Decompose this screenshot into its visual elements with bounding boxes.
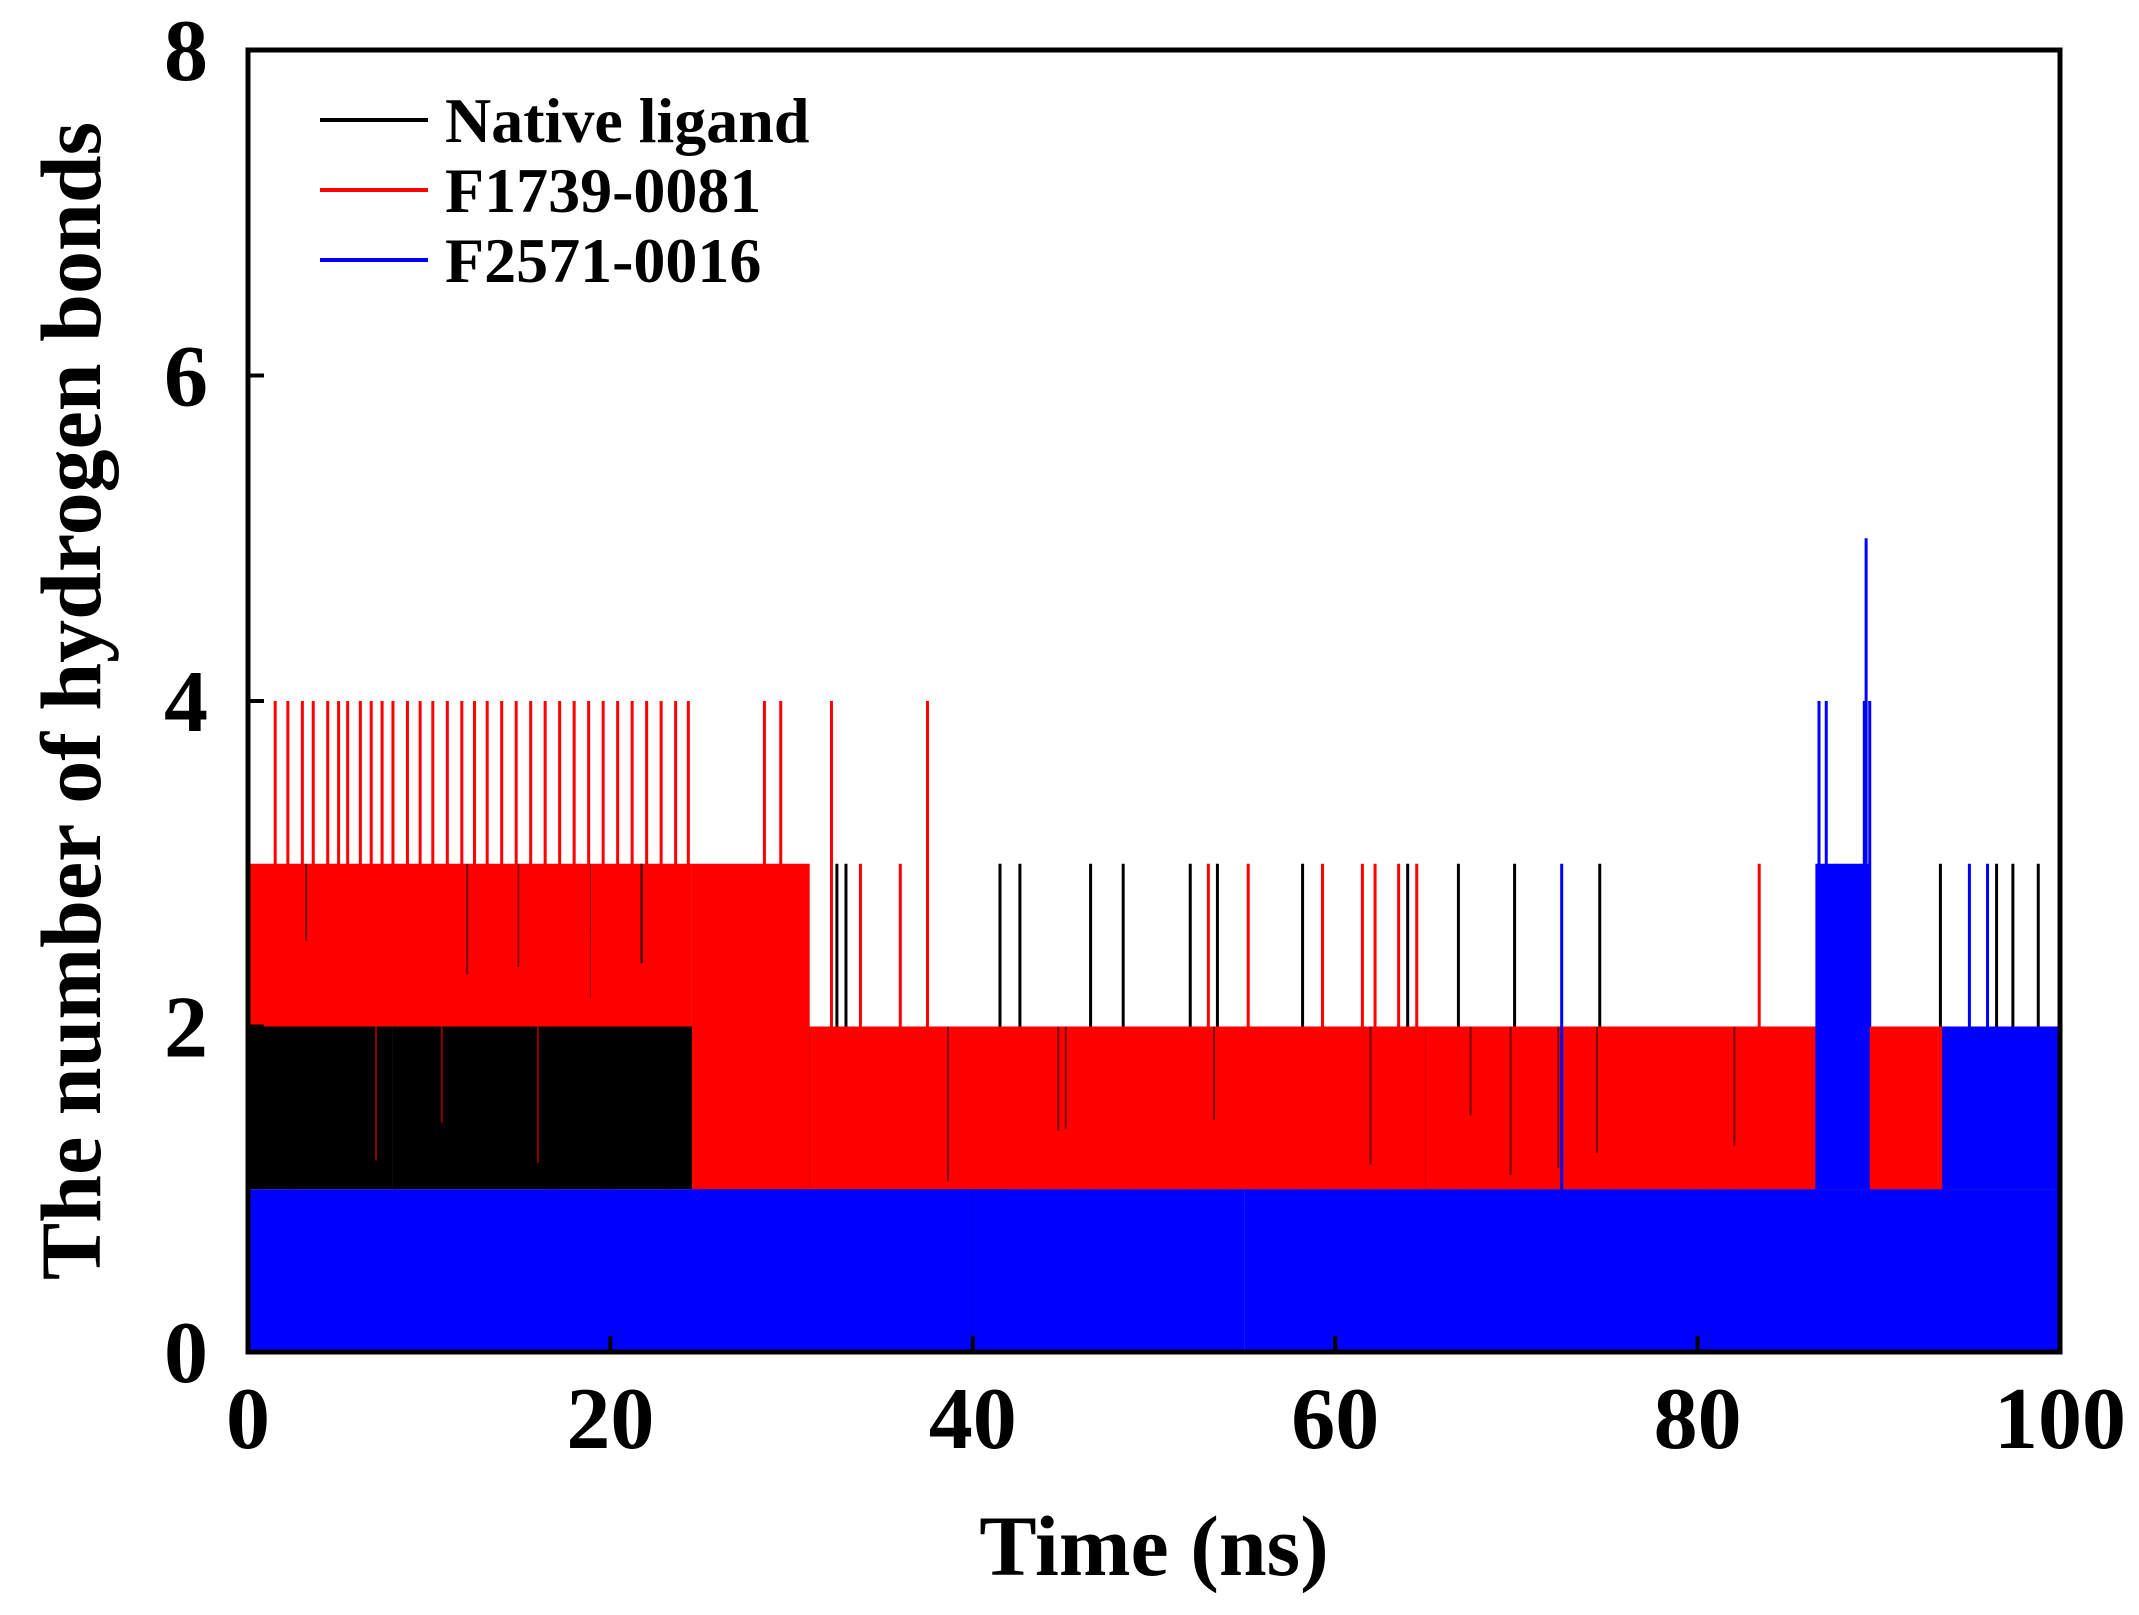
series-2-band-0 xyxy=(248,1189,701,1352)
x-tick-label: 0 xyxy=(226,1371,270,1468)
legend-label-1: F1739-0081 xyxy=(445,155,761,226)
series-1 xyxy=(248,701,1952,1190)
x-tick-label: 100 xyxy=(1994,1371,2126,1468)
y-tick-label: 0 xyxy=(164,1305,208,1402)
y-tick-label: 6 xyxy=(164,329,208,426)
series-2-band-1 xyxy=(701,1189,973,1352)
series-0-band-1 xyxy=(392,1026,701,1190)
series-1-band-1 xyxy=(691,863,810,1190)
series-2-band-2 xyxy=(972,1189,1245,1352)
legend-label-2: F2571-0016 xyxy=(445,225,761,296)
x-tick-label: 60 xyxy=(1291,1371,1379,1468)
series-2-band-3 xyxy=(1244,1189,2060,1352)
ticks-layer: 0 20 40 60 80 100 0 2 4 6 8 xyxy=(164,3,2126,1468)
x-tick-label: 40 xyxy=(929,1371,1017,1468)
x-axis-title: Time (ns) xyxy=(979,1498,1329,1594)
series-0-band-0 xyxy=(248,1026,393,1190)
x-tick-label: 80 xyxy=(1654,1371,1742,1468)
series-1-band-2 xyxy=(809,1026,1426,1190)
series-2 xyxy=(248,538,2060,1352)
y-tick-label: 2 xyxy=(164,980,208,1077)
y-tick-label: 4 xyxy=(164,654,208,751)
x-tick-label: 20 xyxy=(566,1371,654,1468)
series-2-band-5 xyxy=(1942,1026,2060,1190)
series-1-band-3 xyxy=(1425,1026,1952,1190)
y-axis-title: The number of hydrogen bonds xyxy=(23,122,119,1280)
series-layer xyxy=(248,538,2060,1352)
y-tick-label: 8 xyxy=(164,3,208,100)
legend-label-0: Native ligand xyxy=(445,85,809,156)
